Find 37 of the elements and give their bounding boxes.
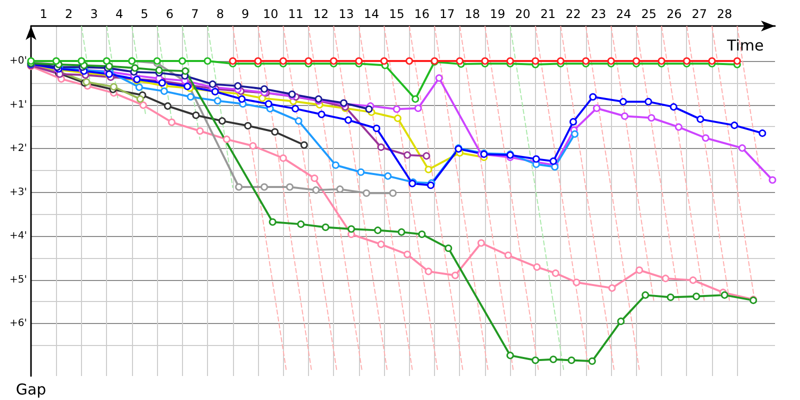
x-tick-label: 2 xyxy=(65,7,73,21)
x-tick-label: 21 xyxy=(540,7,556,21)
x-tick-label: 12 xyxy=(313,7,329,21)
x-tick-label: 25 xyxy=(641,7,657,21)
y-tick-label: +2' xyxy=(10,143,27,154)
x-tick-label: 22 xyxy=(566,7,581,21)
x-tick-label: 4 xyxy=(115,7,124,21)
x-axis-title: Time xyxy=(726,36,764,54)
x-tick-label: 19 xyxy=(490,7,506,21)
x-tick-label: 20 xyxy=(515,7,530,21)
x-tick-label: 18 xyxy=(464,7,480,21)
x-tick-label: 28 xyxy=(716,7,732,21)
x-tick-label: 17 xyxy=(439,7,455,21)
y-tick-label: +5' xyxy=(10,274,27,286)
x-tick-label: 16 xyxy=(414,7,430,21)
x-tick-label: 14 xyxy=(364,7,380,21)
x-tick-label: 23 xyxy=(590,7,606,21)
x-tick-label: 3 xyxy=(90,7,98,21)
y-tick-label: +4' xyxy=(10,230,27,242)
x-tick-label: 8 xyxy=(216,7,224,21)
x-tick-label: 10 xyxy=(262,7,278,21)
y-axis-title: Gap xyxy=(16,380,46,398)
x-tick-label: 5 xyxy=(140,7,148,21)
x-tick-label: 27 xyxy=(692,7,707,21)
y-tick-label: +1' xyxy=(10,99,27,110)
x-tick-label: 1 xyxy=(40,7,48,21)
x-tick-label: 26 xyxy=(666,7,682,21)
x-tick-label: 11 xyxy=(288,7,304,21)
x-tick-label: 24 xyxy=(616,7,632,21)
x-tick-label: 7 xyxy=(191,7,199,21)
y-tick-label: +0' xyxy=(10,56,27,66)
x-tick-label: 9 xyxy=(242,7,250,21)
x-tick-label: 15 xyxy=(389,7,404,21)
x-tick-label: 6 xyxy=(166,7,174,21)
y-tick-label: +6' xyxy=(10,318,27,329)
x-tick-label: 13 xyxy=(338,7,354,21)
y-tick-label: +3' xyxy=(10,186,27,198)
